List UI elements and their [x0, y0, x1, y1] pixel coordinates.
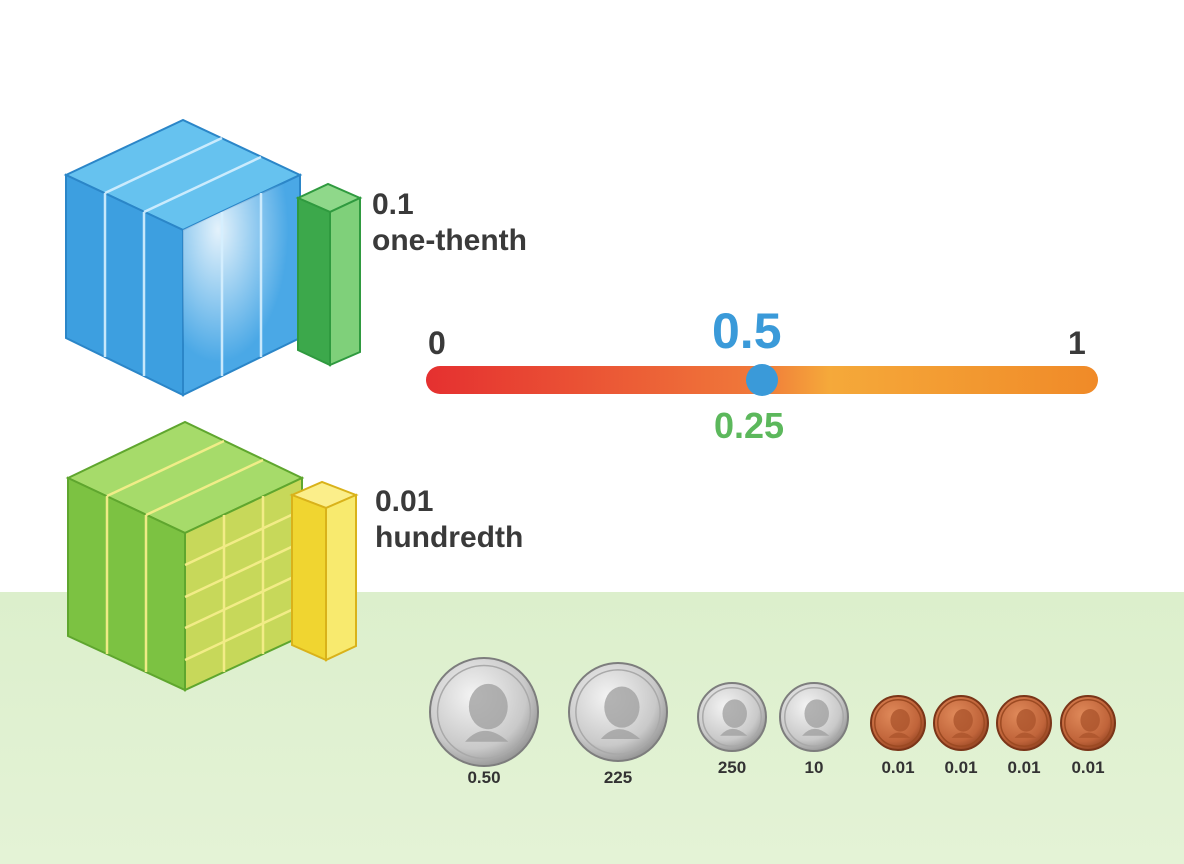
coin-value-label: 0.01 [881, 758, 915, 777]
coin-value-label: 225 [603, 768, 633, 787]
tenth-rod [295, 182, 363, 367]
coin-value-label: 10 [804, 758, 824, 777]
tenth-value-label: 0.1 [372, 188, 414, 221]
coin-value-label: 0.01 [1071, 758, 1105, 777]
number-line-marker-value: 0.5 [712, 303, 782, 359]
coin-value-label: 0.01 [944, 758, 978, 777]
tenth-name-label: one-thenth [372, 224, 527, 257]
coin-value-label: 0.50 [467, 768, 501, 787]
number-line-marker[interactable] [746, 364, 778, 396]
hundredth-rod [289, 480, 359, 662]
tenths-cube [63, 118, 303, 397]
coin-value-label: 250 [717, 758, 747, 777]
number-line-marker-sub-value: 0.25 [714, 405, 785, 446]
coin-value-label: 0.01 [1007, 758, 1041, 777]
hundredths-cube [65, 420, 305, 692]
number-line-end-label: 1 [1068, 325, 1086, 361]
number-line-start-label: 0 [428, 325, 446, 361]
hundredth-value-label: 0.01 [375, 485, 434, 518]
hundredth-name-label: hundredth [375, 521, 524, 554]
